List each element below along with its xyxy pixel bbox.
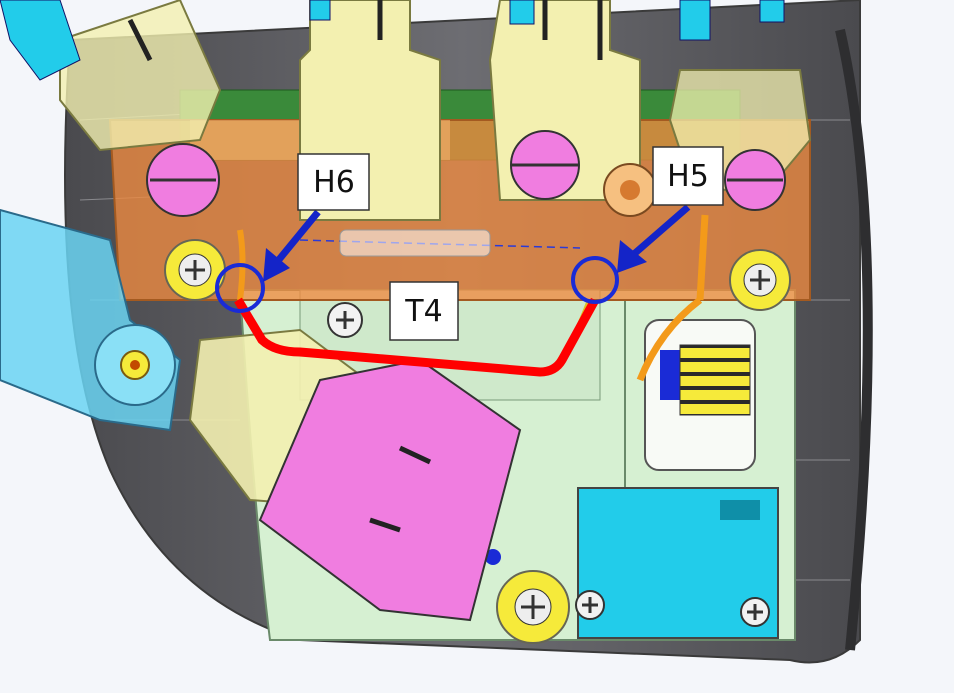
yellow-screw-bottom xyxy=(496,570,570,644)
relay-pins xyxy=(369,445,432,533)
label-h6-text: H6 xyxy=(313,165,355,200)
spring-blue-clip xyxy=(660,350,680,400)
label-h6: H6 xyxy=(297,153,370,211)
yellow-screw-right xyxy=(729,249,791,311)
pin-strokes xyxy=(127,0,603,62)
orange-wire-h6 xyxy=(237,229,246,301)
h6-arrow xyxy=(263,209,321,282)
blue-dot xyxy=(485,549,501,565)
spring-coil xyxy=(679,344,751,416)
housing-rim xyxy=(835,28,873,651)
pink-knob-left xyxy=(146,143,220,217)
pink-knob-right xyxy=(724,149,786,211)
orange-wire-right xyxy=(696,214,709,301)
pink-knob-middle xyxy=(510,130,580,200)
red-wire-t4 xyxy=(234,297,599,377)
label-h5-text: H5 xyxy=(667,159,709,194)
top-cyan-tabs xyxy=(0,0,785,81)
h6-circle xyxy=(215,263,265,313)
cyan-block-tab xyxy=(720,500,760,520)
h5-circle xyxy=(571,256,619,304)
label-t4-text: T4 xyxy=(404,294,442,329)
label-h5: H5 xyxy=(652,146,724,206)
h5-arrow xyxy=(617,204,691,273)
fuse-glass xyxy=(339,229,491,257)
orange-washer xyxy=(603,163,657,217)
left-bearing xyxy=(94,324,176,406)
orange-wire-spring xyxy=(636,297,703,382)
label-t4: T4 xyxy=(389,281,459,341)
